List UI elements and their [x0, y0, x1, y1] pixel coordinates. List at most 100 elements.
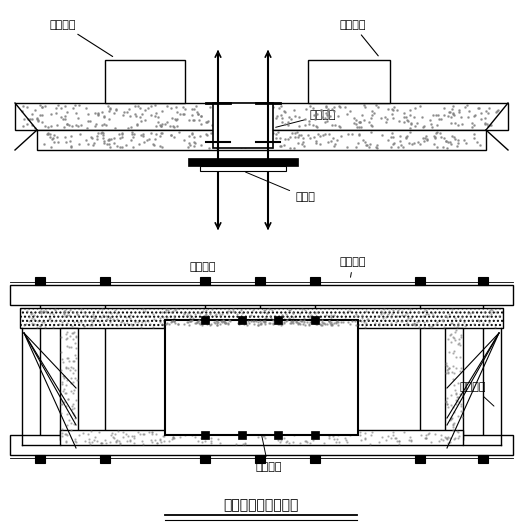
Point [74, 431, 83, 439]
Point [271, 312, 279, 321]
Point [185, 132, 193, 141]
Point [74, 122, 82, 130]
Point [67, 387, 75, 395]
Point [179, 135, 188, 144]
Point [285, 313, 293, 322]
Point [306, 311, 314, 320]
Point [47, 122, 55, 130]
Point [387, 143, 395, 151]
Point [56, 104, 65, 113]
Point [206, 310, 214, 319]
Point [236, 136, 244, 144]
Point [90, 314, 99, 322]
Bar [200, 277, 210, 285]
Point [105, 135, 113, 143]
Point [137, 117, 145, 126]
Point [237, 140, 245, 149]
Point [224, 128, 232, 136]
Point [151, 101, 159, 109]
Point [112, 309, 121, 317]
Point [421, 433, 429, 442]
Point [277, 110, 286, 119]
Point [186, 314, 195, 322]
Point [83, 123, 92, 132]
Point [72, 344, 81, 353]
Point [289, 316, 298, 324]
Point [80, 322, 88, 331]
Point [143, 312, 152, 320]
Point [188, 129, 196, 138]
Point [451, 326, 460, 335]
Point [54, 138, 62, 146]
Point [215, 322, 224, 331]
Point [311, 122, 320, 130]
Bar [255, 277, 265, 285]
Point [254, 102, 263, 110]
Point [442, 398, 451, 406]
Point [404, 138, 413, 147]
Point [106, 142, 115, 151]
Point [324, 107, 332, 115]
Point [348, 316, 357, 325]
Bar [188, 158, 298, 166]
Point [280, 141, 289, 150]
Point [266, 132, 274, 140]
Point [206, 102, 214, 111]
Point [118, 130, 126, 138]
Point [223, 307, 232, 315]
Point [260, 317, 268, 326]
Point [249, 305, 257, 314]
Point [188, 105, 196, 114]
Point [212, 128, 221, 136]
Point [389, 428, 397, 436]
Point [361, 140, 370, 149]
Point [278, 311, 287, 319]
Point [229, 307, 237, 315]
Point [406, 124, 414, 132]
Point [99, 134, 108, 143]
Point [130, 439, 138, 447]
Point [431, 133, 440, 142]
Point [98, 128, 106, 136]
Point [471, 110, 480, 119]
Point [346, 307, 355, 315]
Point [389, 140, 397, 148]
Point [265, 305, 273, 313]
Point [311, 314, 320, 322]
Point [312, 322, 321, 331]
Point [131, 102, 139, 110]
Point [363, 315, 371, 323]
Point [257, 307, 265, 316]
Point [368, 428, 377, 436]
Point [221, 319, 229, 327]
Point [172, 103, 180, 112]
Point [410, 320, 418, 328]
Point [246, 312, 255, 321]
Point [129, 143, 137, 151]
Point [151, 112, 160, 120]
Point [126, 112, 134, 120]
Point [400, 427, 408, 436]
Point [449, 425, 457, 434]
Point [66, 342, 75, 351]
Point [62, 380, 70, 389]
Point [319, 319, 327, 327]
Point [159, 431, 167, 440]
Point [63, 108, 71, 116]
Point [306, 439, 314, 448]
Text: 配重水箱: 配重水箱 [50, 20, 112, 56]
Point [236, 305, 245, 314]
Point [351, 310, 360, 319]
Point [389, 306, 397, 314]
Point [37, 306, 45, 315]
Point [432, 320, 440, 329]
Point [189, 314, 197, 322]
Point [268, 305, 276, 314]
Point [116, 142, 124, 151]
Point [187, 431, 196, 439]
Point [163, 319, 171, 328]
Point [332, 438, 340, 446]
Point [162, 308, 170, 316]
Point [190, 138, 198, 146]
Point [141, 317, 149, 326]
